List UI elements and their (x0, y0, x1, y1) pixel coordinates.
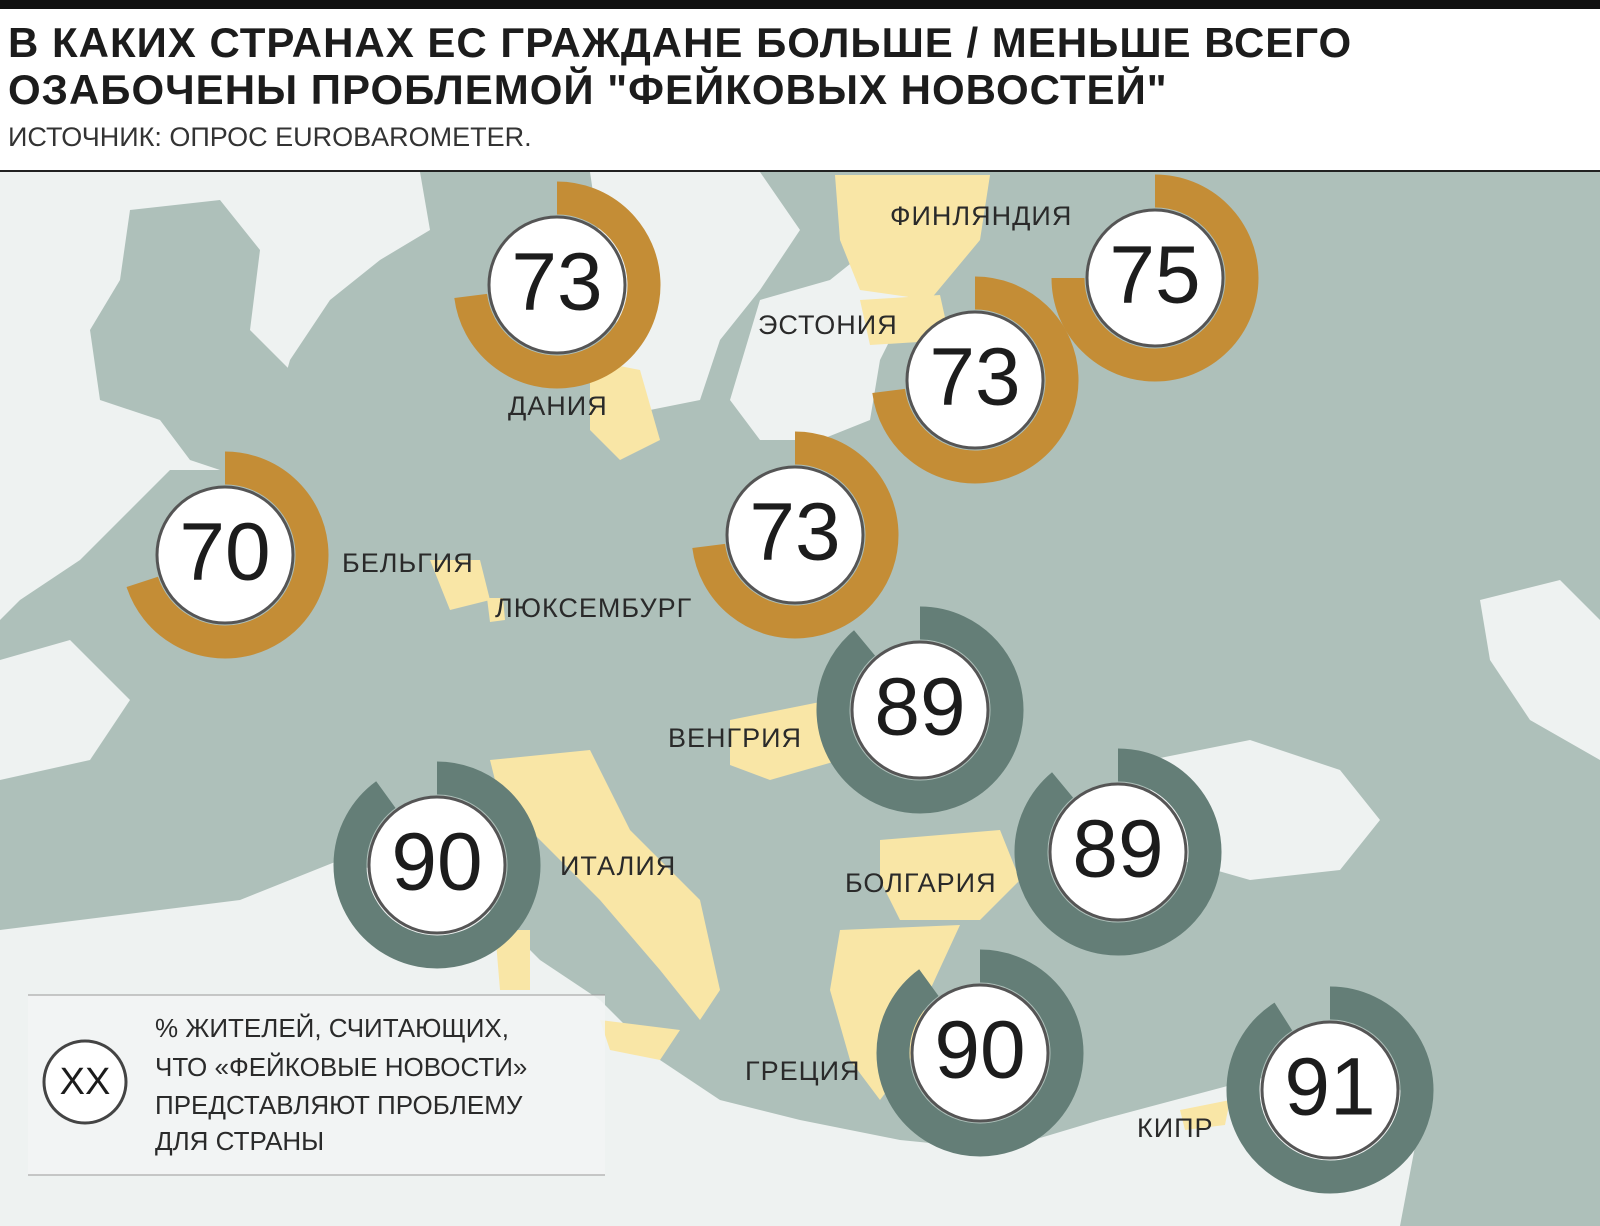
donut-arc (1226, 986, 1434, 1194)
caspian (1480, 580, 1600, 760)
legend-text: ПРЕДСТАВЛЯЮТ ПРОБЛЕМУ (155, 1090, 523, 1120)
value-label: 75 (1109, 230, 1200, 321)
country-name: ЛЮКСЕМБУРГ (495, 593, 692, 623)
country-name: БЕЛЬГИЯ (342, 548, 474, 578)
value-label: 89 (874, 662, 965, 753)
legend-text: ЧТО «ФЕЙКОВЫЕ НОВОСТИ» (155, 1052, 527, 1082)
donut-center (1085, 208, 1225, 348)
country-name: ГРЕЦИЯ (745, 1056, 861, 1086)
value-label: 73 (749, 487, 840, 578)
donut-center (1260, 1020, 1400, 1160)
donut-arc (1051, 174, 1259, 382)
donut-center (850, 640, 990, 780)
country-name: ЭСТОНИЯ (758, 310, 898, 340)
donut-arc (876, 949, 1084, 1157)
country-name: ФИНЛЯНДИЯ (890, 201, 1072, 231)
title-line: ОЗАБОЧЕНЫ ПРОБЛЕМОЙ "ФЕЙКОВЫХ НОВОСТЕЙ" (8, 65, 1168, 113)
donut-center (905, 310, 1045, 450)
donut-arc (1014, 748, 1222, 956)
donut-arc (872, 276, 1079, 484)
luxembourg-shape (487, 598, 505, 622)
value-label: 70 (179, 507, 270, 598)
italy-shape (490, 750, 720, 1060)
biscay (0, 640, 130, 780)
country-name: ИТАЛИЯ (560, 851, 676, 881)
donut-arc (692, 431, 899, 639)
donut-center (1048, 782, 1188, 922)
value-label: 89 (1072, 804, 1163, 895)
value-label: 73 (929, 332, 1020, 423)
country-name: ВЕНГРИЯ (668, 723, 802, 753)
donut-arc (333, 761, 541, 969)
britain (90, 200, 310, 480)
legend-text: % ЖИТЕЛЕЙ, СЧИТАЮЩИХ, (155, 1013, 509, 1043)
value-label: 73 (511, 237, 602, 328)
country-name: ДАНИЯ (508, 391, 608, 421)
denmark-shape (590, 360, 660, 460)
top-bar (0, 0, 1600, 9)
legend-symbol-text: XX (60, 1061, 111, 1103)
title-line: В КАКИХ СТРАНАХ ЕС ГРАЖДАНЕ БОЛЬШЕ / МЕН… (8, 19, 1352, 66)
hungary-shape (730, 700, 840, 780)
finland-shape (835, 175, 990, 300)
value-label: 91 (1284, 1042, 1375, 1133)
country-name: КИПР (1137, 1113, 1214, 1143)
donut-center (155, 485, 295, 625)
donut-center (725, 465, 865, 605)
donuts: 73 75 73 70 73 89 90 89 90 91 (126, 174, 1434, 1194)
country-name: БОЛГАРИЯ (845, 868, 997, 898)
donut-center (367, 795, 507, 935)
belgium-shape (430, 560, 490, 610)
bulgaria-shape (880, 830, 1020, 920)
value-label: 90 (391, 817, 482, 908)
value-label: 90 (934, 1005, 1025, 1096)
cyprus-shape (1180, 1100, 1230, 1130)
donut-arc (454, 181, 661, 389)
legend: XX % ЖИТЕЛЕЙ, СЧИТАЮЩИХ, ЧТО «ФЕЙКОВЫЕ Н… (28, 994, 605, 1176)
legend-symbol (42, 1039, 128, 1125)
donut-arc (816, 606, 1024, 814)
donut-arc (126, 451, 329, 659)
donut-center (910, 983, 1050, 1123)
legend-text: ДЛЯ СТРАНЫ (155, 1126, 324, 1156)
donut-center (487, 215, 627, 355)
source: ИСТОЧНИК: ОПРОС EUROBAROMETER. (8, 122, 532, 152)
